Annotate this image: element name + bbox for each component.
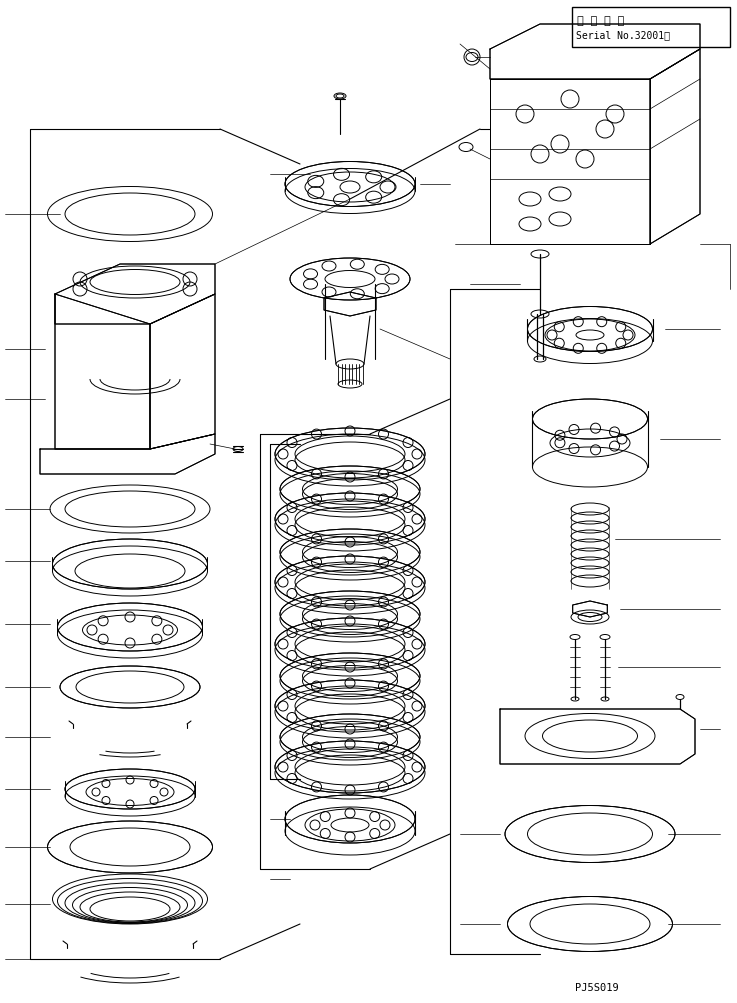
Ellipse shape	[280, 714, 420, 760]
Ellipse shape	[290, 259, 410, 301]
Ellipse shape	[275, 680, 425, 732]
Ellipse shape	[280, 530, 420, 576]
Ellipse shape	[275, 741, 425, 793]
Ellipse shape	[285, 162, 415, 208]
Ellipse shape	[52, 540, 208, 590]
Ellipse shape	[50, 485, 210, 534]
Ellipse shape	[65, 769, 195, 809]
Ellipse shape	[275, 619, 425, 670]
Ellipse shape	[60, 666, 200, 708]
Ellipse shape	[533, 399, 648, 439]
Ellipse shape	[275, 428, 425, 480]
Text: 適 用 号 機: 適 用 号 機	[577, 16, 624, 26]
Ellipse shape	[528, 307, 652, 352]
Ellipse shape	[505, 805, 675, 863]
Ellipse shape	[280, 592, 420, 637]
Ellipse shape	[508, 897, 672, 952]
Text: Serial No.32001～: Serial No.32001～	[576, 30, 670, 40]
Ellipse shape	[57, 604, 203, 651]
Ellipse shape	[285, 795, 415, 844]
Ellipse shape	[280, 466, 420, 513]
Ellipse shape	[280, 653, 420, 699]
Ellipse shape	[275, 493, 425, 546]
Ellipse shape	[47, 188, 212, 243]
Bar	[572, 8, 730, 48]
Ellipse shape	[47, 821, 212, 874]
Text: PJ5S019: PJ5S019	[575, 982, 619, 992]
Ellipse shape	[275, 557, 425, 609]
